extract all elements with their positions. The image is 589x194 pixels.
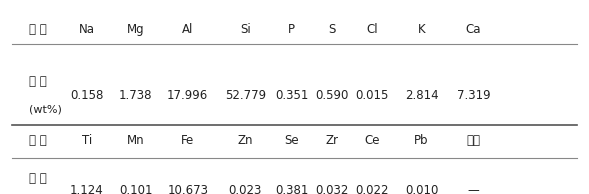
Text: 17.996: 17.996 xyxy=(167,89,209,102)
Text: 其他: 其他 xyxy=(466,134,481,147)
Text: P: P xyxy=(288,23,295,36)
Text: 0.022: 0.022 xyxy=(356,184,389,194)
Text: 元 素: 元 素 xyxy=(29,23,47,36)
Text: 0.101: 0.101 xyxy=(119,184,153,194)
Text: 成 分: 成 分 xyxy=(29,172,47,185)
Text: 10.673: 10.673 xyxy=(167,184,209,194)
Text: 0.023: 0.023 xyxy=(229,184,262,194)
Text: 0.351: 0.351 xyxy=(275,89,308,102)
Text: 2.814: 2.814 xyxy=(405,89,438,102)
Text: Mn: Mn xyxy=(127,134,144,147)
Text: Ti: Ti xyxy=(81,134,92,147)
Text: 0.010: 0.010 xyxy=(405,184,438,194)
Text: 成 分: 成 分 xyxy=(29,75,47,88)
Text: Zn: Zn xyxy=(238,134,253,147)
Text: 0.381: 0.381 xyxy=(275,184,308,194)
Text: Si: Si xyxy=(240,23,251,36)
Text: Fe: Fe xyxy=(181,134,194,147)
Text: Ca: Ca xyxy=(466,23,481,36)
Text: 0.590: 0.590 xyxy=(315,89,349,102)
Text: —: — xyxy=(468,184,479,194)
Text: Se: Se xyxy=(284,134,299,147)
Text: 元 素: 元 素 xyxy=(29,134,47,147)
Text: 0.015: 0.015 xyxy=(356,89,389,102)
Text: 1.124: 1.124 xyxy=(70,184,104,194)
Text: Pb: Pb xyxy=(414,134,429,147)
Text: Mg: Mg xyxy=(127,23,144,36)
Text: 7.319: 7.319 xyxy=(456,89,490,102)
Text: Na: Na xyxy=(79,23,95,36)
Text: Ce: Ce xyxy=(365,134,380,147)
Text: Cl: Cl xyxy=(366,23,378,36)
Text: 1.738: 1.738 xyxy=(119,89,153,102)
Text: (wt%): (wt%) xyxy=(29,104,62,114)
Text: 52.779: 52.779 xyxy=(225,89,266,102)
Text: 0.032: 0.032 xyxy=(315,184,349,194)
Text: Zr: Zr xyxy=(326,134,339,147)
Text: Al: Al xyxy=(182,23,193,36)
Text: K: K xyxy=(418,23,425,36)
Text: S: S xyxy=(328,23,336,36)
Text: 0.158: 0.158 xyxy=(70,89,104,102)
